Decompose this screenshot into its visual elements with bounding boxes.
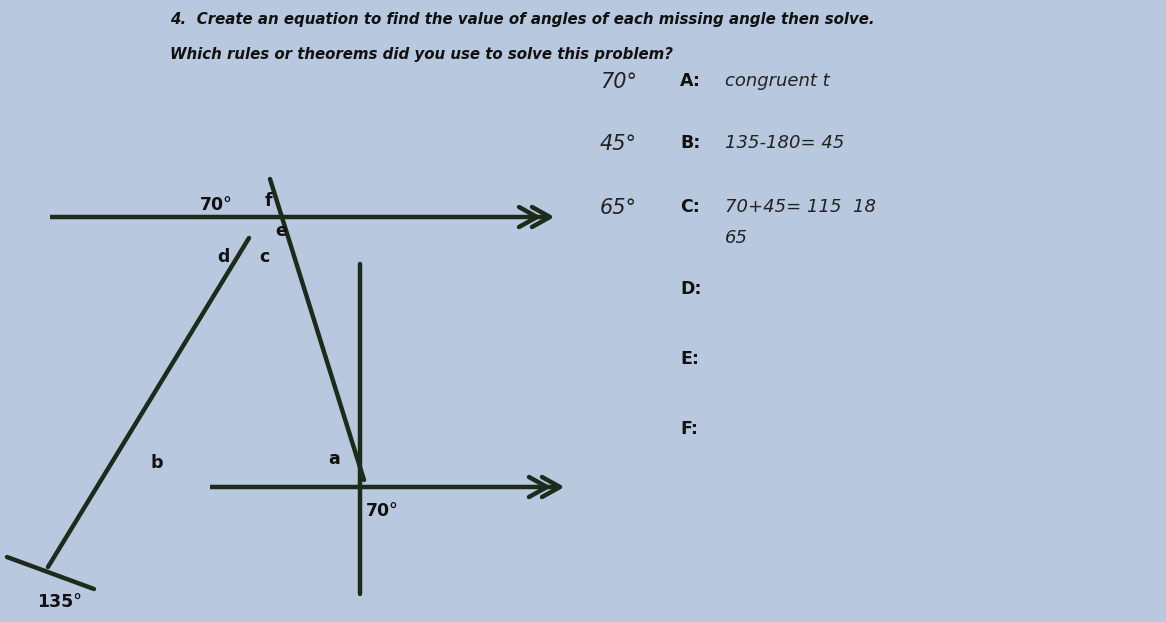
Text: c: c	[259, 248, 269, 266]
Text: 70°: 70°	[600, 72, 637, 92]
Text: congruent t: congruent t	[725, 72, 830, 90]
Text: Which rules or theorems did you use to solve this problem?: Which rules or theorems did you use to s…	[170, 47, 673, 62]
Text: D:: D:	[680, 280, 702, 298]
Text: B:: B:	[680, 134, 701, 152]
Text: 70°: 70°	[201, 196, 233, 214]
Text: 70+45= 115  18: 70+45= 115 18	[725, 198, 876, 216]
Text: A:: A:	[680, 72, 701, 90]
Text: 65: 65	[725, 229, 749, 247]
Text: 135°: 135°	[37, 593, 82, 611]
Text: 4.  Create an equation to find the value of angles of each missing angle then so: 4. Create an equation to find the value …	[170, 12, 874, 27]
Text: a: a	[328, 450, 339, 468]
Text: b: b	[150, 454, 162, 472]
Text: 45°: 45°	[600, 134, 637, 154]
Text: 70°: 70°	[366, 502, 399, 520]
Text: C:: C:	[680, 198, 700, 216]
Text: f: f	[265, 192, 273, 210]
Text: 135-180= 45: 135-180= 45	[725, 134, 844, 152]
Text: e: e	[275, 222, 287, 240]
Text: E:: E:	[680, 350, 698, 368]
Text: 65°: 65°	[600, 198, 637, 218]
Text: F:: F:	[680, 420, 698, 438]
Text: d: d	[217, 248, 230, 266]
